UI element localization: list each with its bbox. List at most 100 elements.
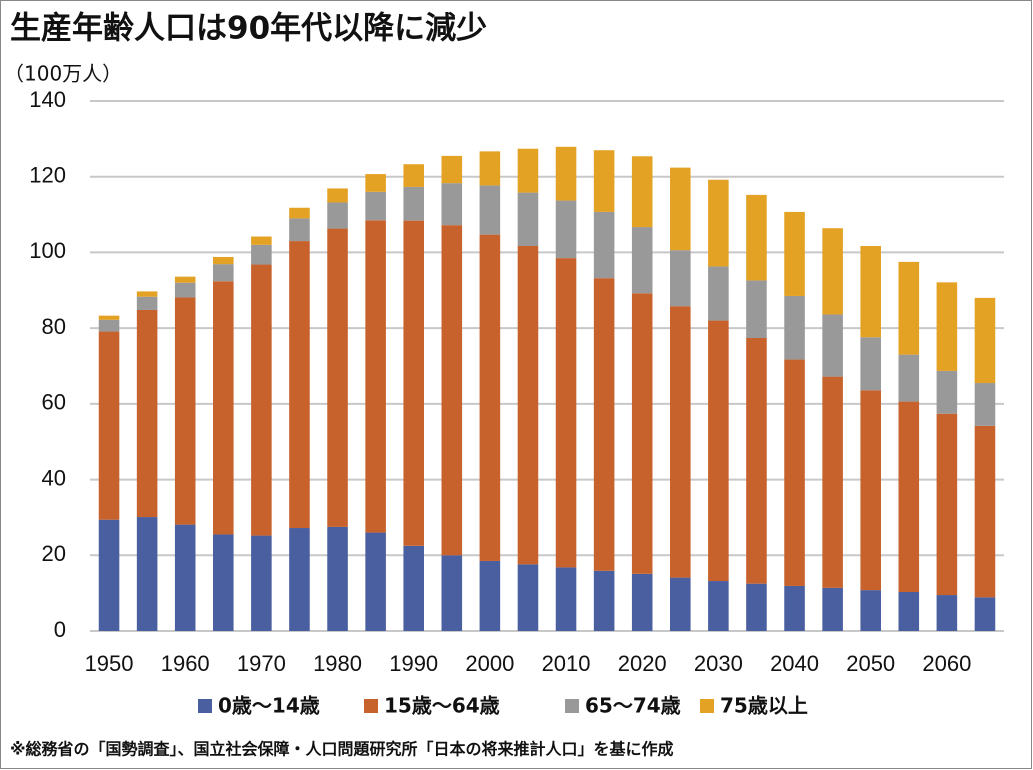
bar-segment <box>898 401 920 593</box>
bar-segment <box>822 228 843 315</box>
x-tick-label: 1980 <box>313 651 362 676</box>
bar-segment <box>174 282 196 298</box>
x-tick-label: 1950 <box>85 651 134 676</box>
y-tick-label: 20 <box>42 541 66 566</box>
bar-segment <box>555 146 577 201</box>
bar-segment <box>251 264 272 536</box>
bar-segment <box>441 183 463 226</box>
bar-segment <box>822 376 843 588</box>
bar-segment <box>670 577 691 631</box>
x-tick-label: 1970 <box>237 651 286 676</box>
bar-segment <box>784 295 805 360</box>
x-tick-label: 2010 <box>542 651 591 676</box>
bar-segment <box>631 293 653 574</box>
bar-segment <box>213 256 234 265</box>
bar-segment <box>860 390 881 591</box>
bar-segment <box>136 291 158 297</box>
bar-segment <box>98 519 120 631</box>
bar-segment <box>860 337 881 391</box>
bar-segment <box>593 211 615 279</box>
bar-segment <box>631 227 653 294</box>
y-tick-label: 100 <box>29 238 66 263</box>
bar-segment <box>898 261 920 355</box>
bar-segment <box>479 234 501 561</box>
y-axis-label: （100万人） <box>4 62 122 86</box>
bar-segment <box>555 200 577 259</box>
bar-segment <box>593 150 615 212</box>
bar-segment <box>784 359 805 586</box>
legend-label: 75歳以上 <box>720 694 808 718</box>
x-tick-label: 2060 <box>922 651 971 676</box>
bar-segment <box>593 278 615 571</box>
x-tick-label: 2020 <box>618 651 667 676</box>
bar-segment <box>708 320 729 582</box>
bar-segment <box>746 583 767 631</box>
bar-segment <box>136 309 158 518</box>
bar-segment <box>974 383 996 426</box>
bar-segment <box>708 581 729 631</box>
bar-segment <box>974 297 996 384</box>
bar-segment <box>517 245 539 565</box>
bar-segment <box>174 276 196 283</box>
bar-segment <box>860 245 881 338</box>
bar-segment <box>365 532 386 631</box>
bar-segment <box>517 148 539 193</box>
y-tick-label: 120 <box>29 163 66 188</box>
bar-segment <box>746 194 767 281</box>
y-tick-label: 60 <box>42 390 66 415</box>
bar-segment <box>365 174 386 192</box>
bar-segment <box>898 592 920 631</box>
bar-segment <box>784 211 805 296</box>
x-tick-label: 2030 <box>694 651 743 676</box>
legend-label: 65～74歳 <box>585 694 681 718</box>
bar-segment <box>98 331 120 520</box>
bar-segment <box>670 250 691 307</box>
bar-segment <box>479 560 501 631</box>
bar-segment <box>289 241 310 529</box>
bar-segment <box>784 585 805 631</box>
bar-segment <box>289 528 310 631</box>
bar-segment <box>289 218 310 242</box>
bar-segment <box>631 156 653 228</box>
bar-segment <box>517 192 539 246</box>
bar-segment <box>479 151 501 186</box>
y-tick-label: 40 <box>42 465 66 490</box>
bar-segment <box>441 155 463 184</box>
bar-segment <box>593 570 615 631</box>
y-tick-label: 0 <box>54 617 66 642</box>
bar-segment <box>517 564 539 631</box>
bar-segment <box>974 425 996 598</box>
bar-segment <box>441 225 463 556</box>
bar-segment <box>174 297 196 525</box>
bar-segment <box>251 244 272 265</box>
bar-segment <box>746 337 767 584</box>
bar-segment <box>822 314 843 377</box>
x-tick-label: 2000 <box>465 651 514 676</box>
bar-segment <box>441 555 463 631</box>
bar-segment <box>670 306 691 578</box>
bar-segment <box>936 282 958 371</box>
bar-segment <box>708 266 729 321</box>
bar-segment <box>403 186 424 221</box>
y-tick-label: 80 <box>42 314 66 339</box>
bar-segment <box>555 258 577 568</box>
bar-segment <box>213 534 234 631</box>
bar-segment <box>936 370 958 414</box>
bar-segment <box>670 167 691 251</box>
bar-segment <box>136 517 158 631</box>
bar-segment <box>403 545 424 631</box>
bar-segment <box>365 220 386 533</box>
bar-segment <box>898 354 920 402</box>
y-tick-label: 140 <box>29 87 66 112</box>
bar-segment <box>327 202 348 229</box>
bar-segment <box>936 595 958 631</box>
legend-swatch <box>700 699 714 713</box>
bar-segment <box>251 535 272 631</box>
legend-label: 0歳～14歳 <box>218 694 320 718</box>
bar-segment <box>98 319 120 332</box>
bar-segment <box>555 567 577 631</box>
bar-segment <box>174 524 196 631</box>
bar-segment <box>213 264 234 282</box>
